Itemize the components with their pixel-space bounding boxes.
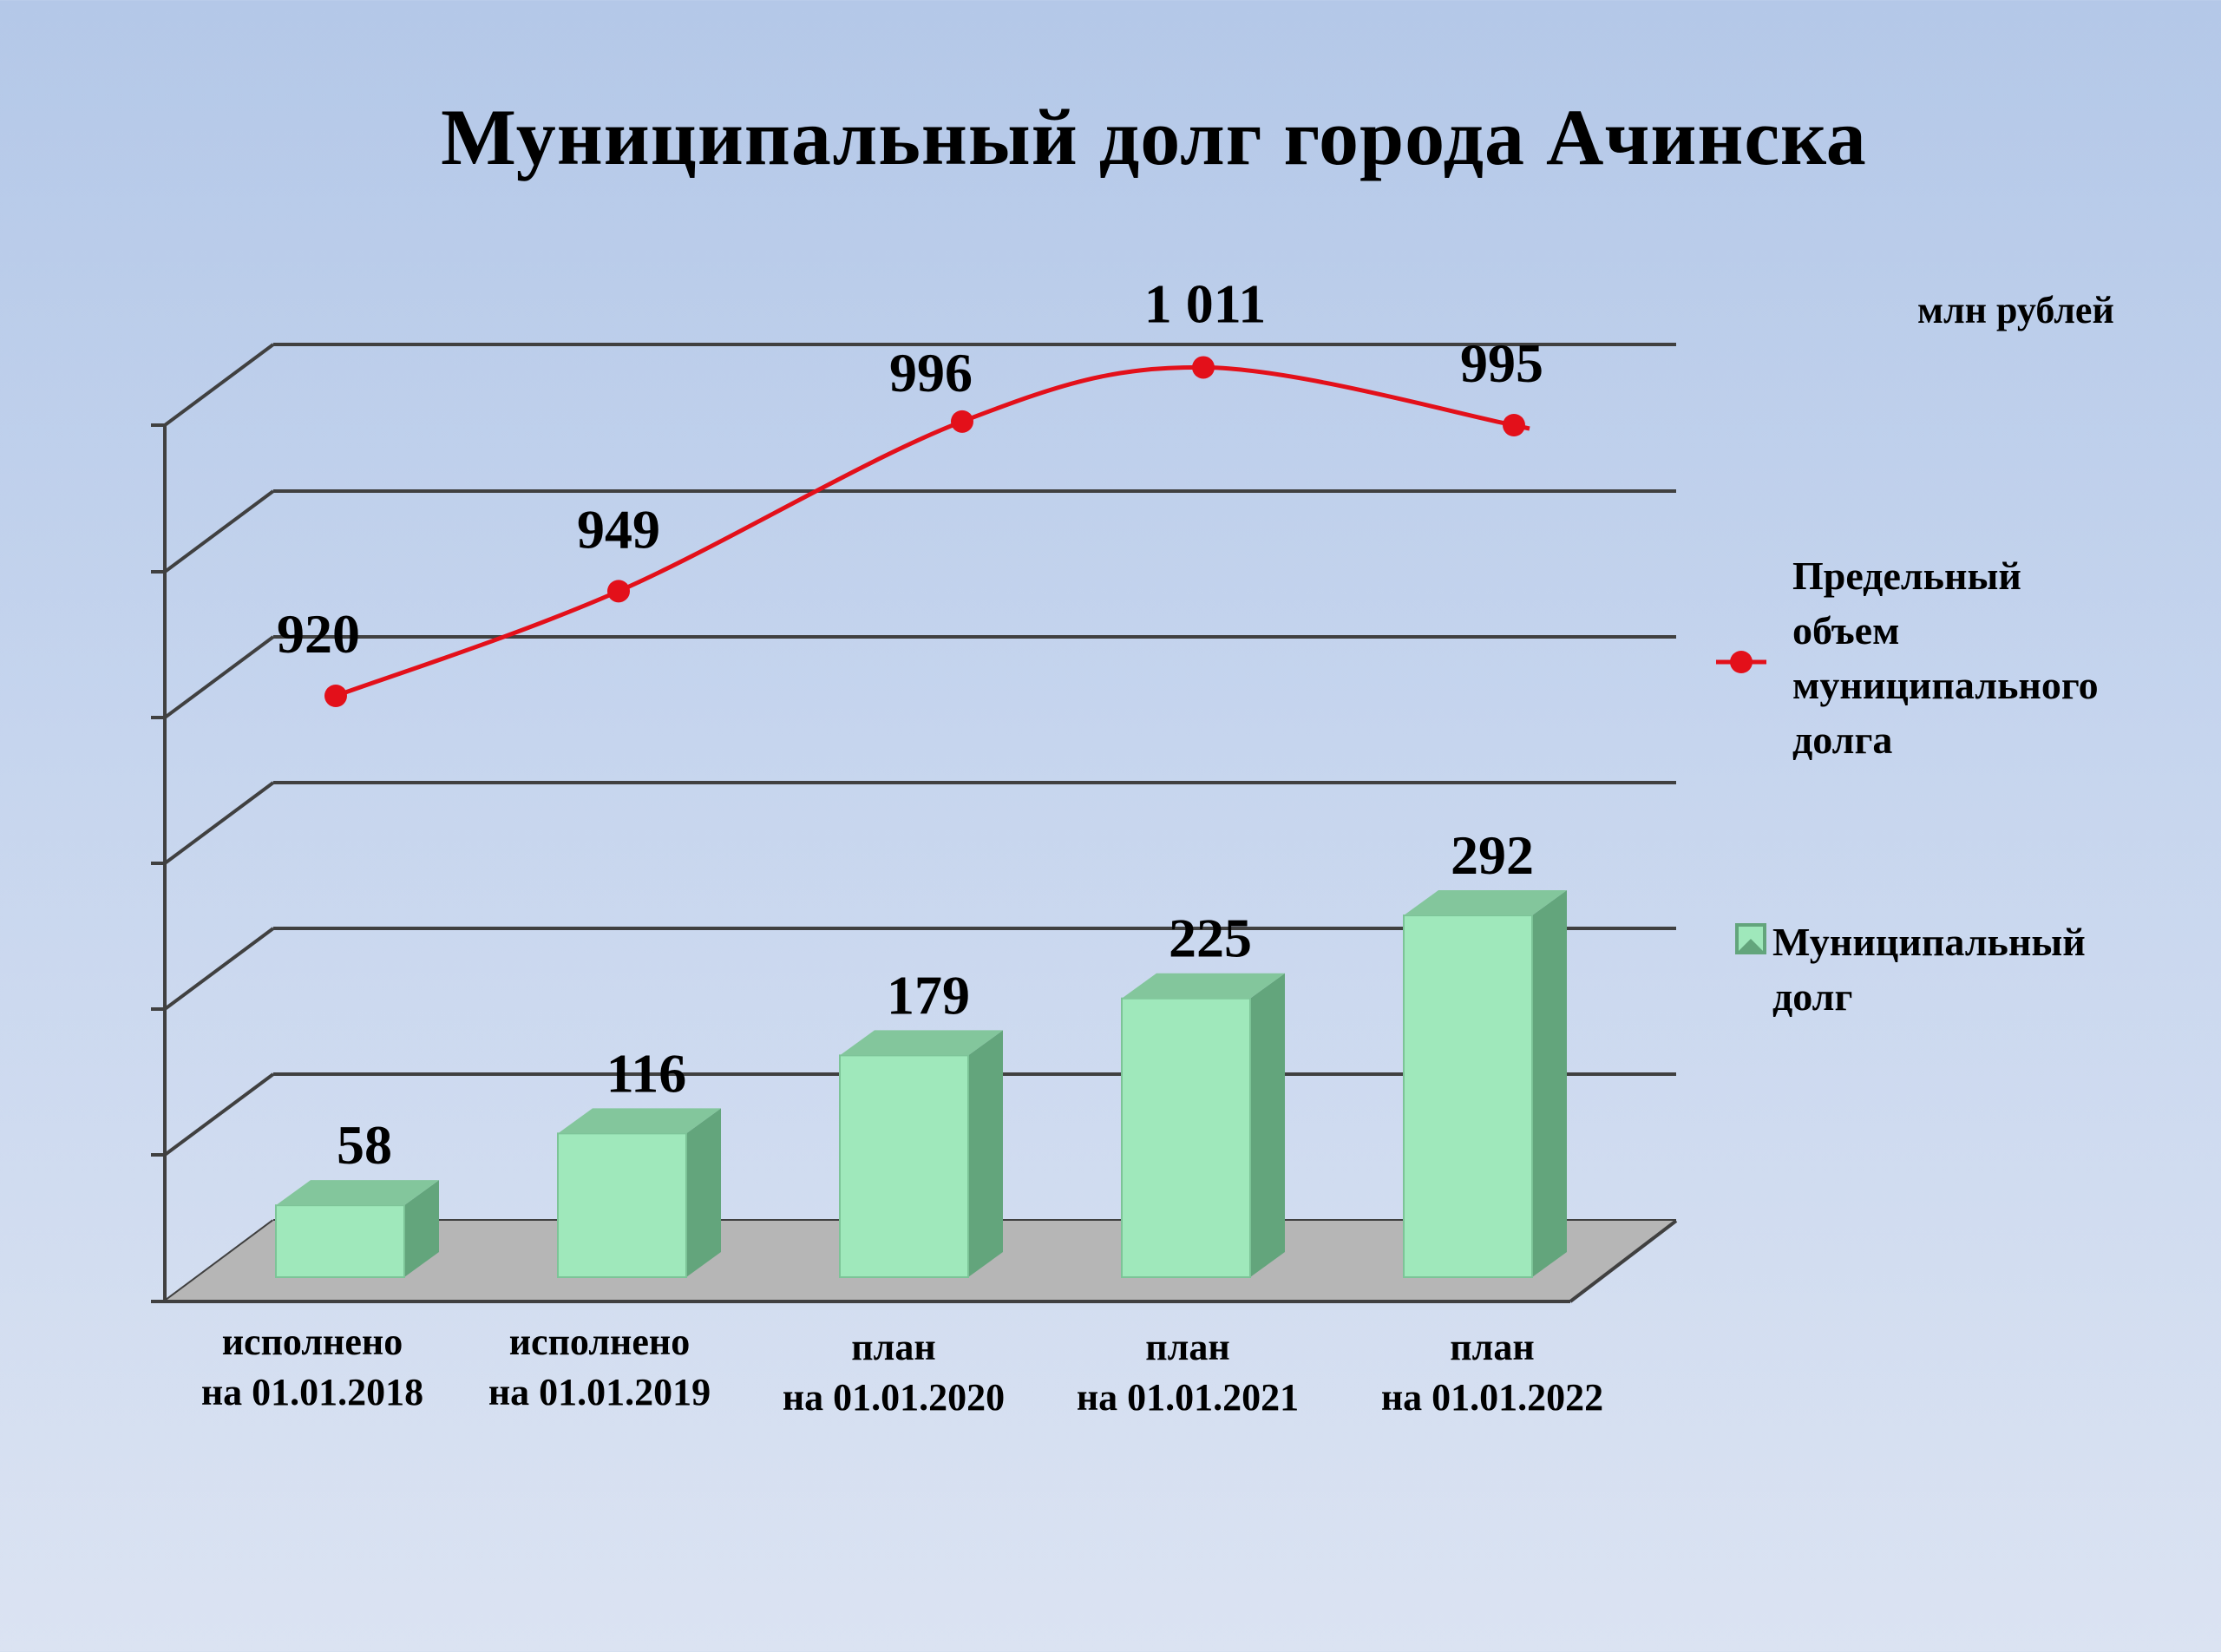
bar-side-2 [686,1108,721,1277]
x-tick-label-1: исполнено на 01.01.2018 [200,1321,424,1413]
gridline-depth-4 [163,781,275,865]
units-label: млн рублей [1917,289,2114,331]
x-tick-label-3: план на 01.01.2020 [782,1326,1006,1419]
bar-side-1 [404,1180,439,1277]
bar-4 [1121,997,1251,1278]
bar-top-1 [276,1180,439,1206]
bar-data-label-5: 292 [1451,824,1534,886]
gridline-depth-5 [163,635,275,719]
gridline-depth-2 [163,1072,275,1157]
chart-title: Муниципальный долг города Ачинска [441,93,1867,181]
line-point-4 [1192,356,1215,379]
bar-3 [839,1054,969,1278]
bar-data-label-2: 116 [606,1042,686,1104]
x-tick-label-5: план на 01.01.2022 [1380,1326,1604,1419]
line-point-1 [324,685,347,707]
gridline-depth-7 [163,343,275,427]
legend-label-bar-series: Муниципальный долг [1772,920,2086,1019]
bar-top-5 [1404,890,1567,916]
line-data-label-3: 996 [889,342,973,403]
bar-side-3 [968,1030,1003,1277]
line-data-label-4: 1 011 [1144,272,1266,334]
gridline-depth-3 [163,927,275,1011]
line-point-5 [1503,414,1525,436]
line-series-path [335,364,1530,698]
bar-1 [275,1204,405,1279]
bar-top-3 [840,1030,1003,1056]
x-tick-label-2: исполнено на 01.01.2019 [488,1321,711,1413]
bar-top-4 [1122,973,1285,999]
line-point-2 [607,580,630,603]
x-tick-label-4: план на 01.01.2021 [1076,1326,1300,1419]
bar-data-label-4: 225 [1169,908,1252,969]
line-data-label-2: 949 [577,498,660,560]
bar-5 [1403,914,1533,1279]
x-axis-depth [1569,1219,1678,1303]
bar-2 [557,1132,687,1279]
bar-side-5 [1532,890,1567,1277]
line-data-label-1: 920 [277,603,360,665]
bar-data-label-3: 179 [887,964,970,1026]
legend-line-dot [1730,651,1753,673]
line-data-label-5: 995 [1460,332,1543,394]
line-point-3 [951,410,973,433]
legend-bar-swatch-shade [1737,939,1765,953]
gridline-depth-6 [163,489,275,574]
bar-data-label-1: 58 [337,1114,392,1176]
legend-label-line-series: Предельный объем муниципального долга [1792,554,2099,762]
bar-top-2 [558,1108,721,1134]
bar-side-4 [1250,973,1285,1277]
